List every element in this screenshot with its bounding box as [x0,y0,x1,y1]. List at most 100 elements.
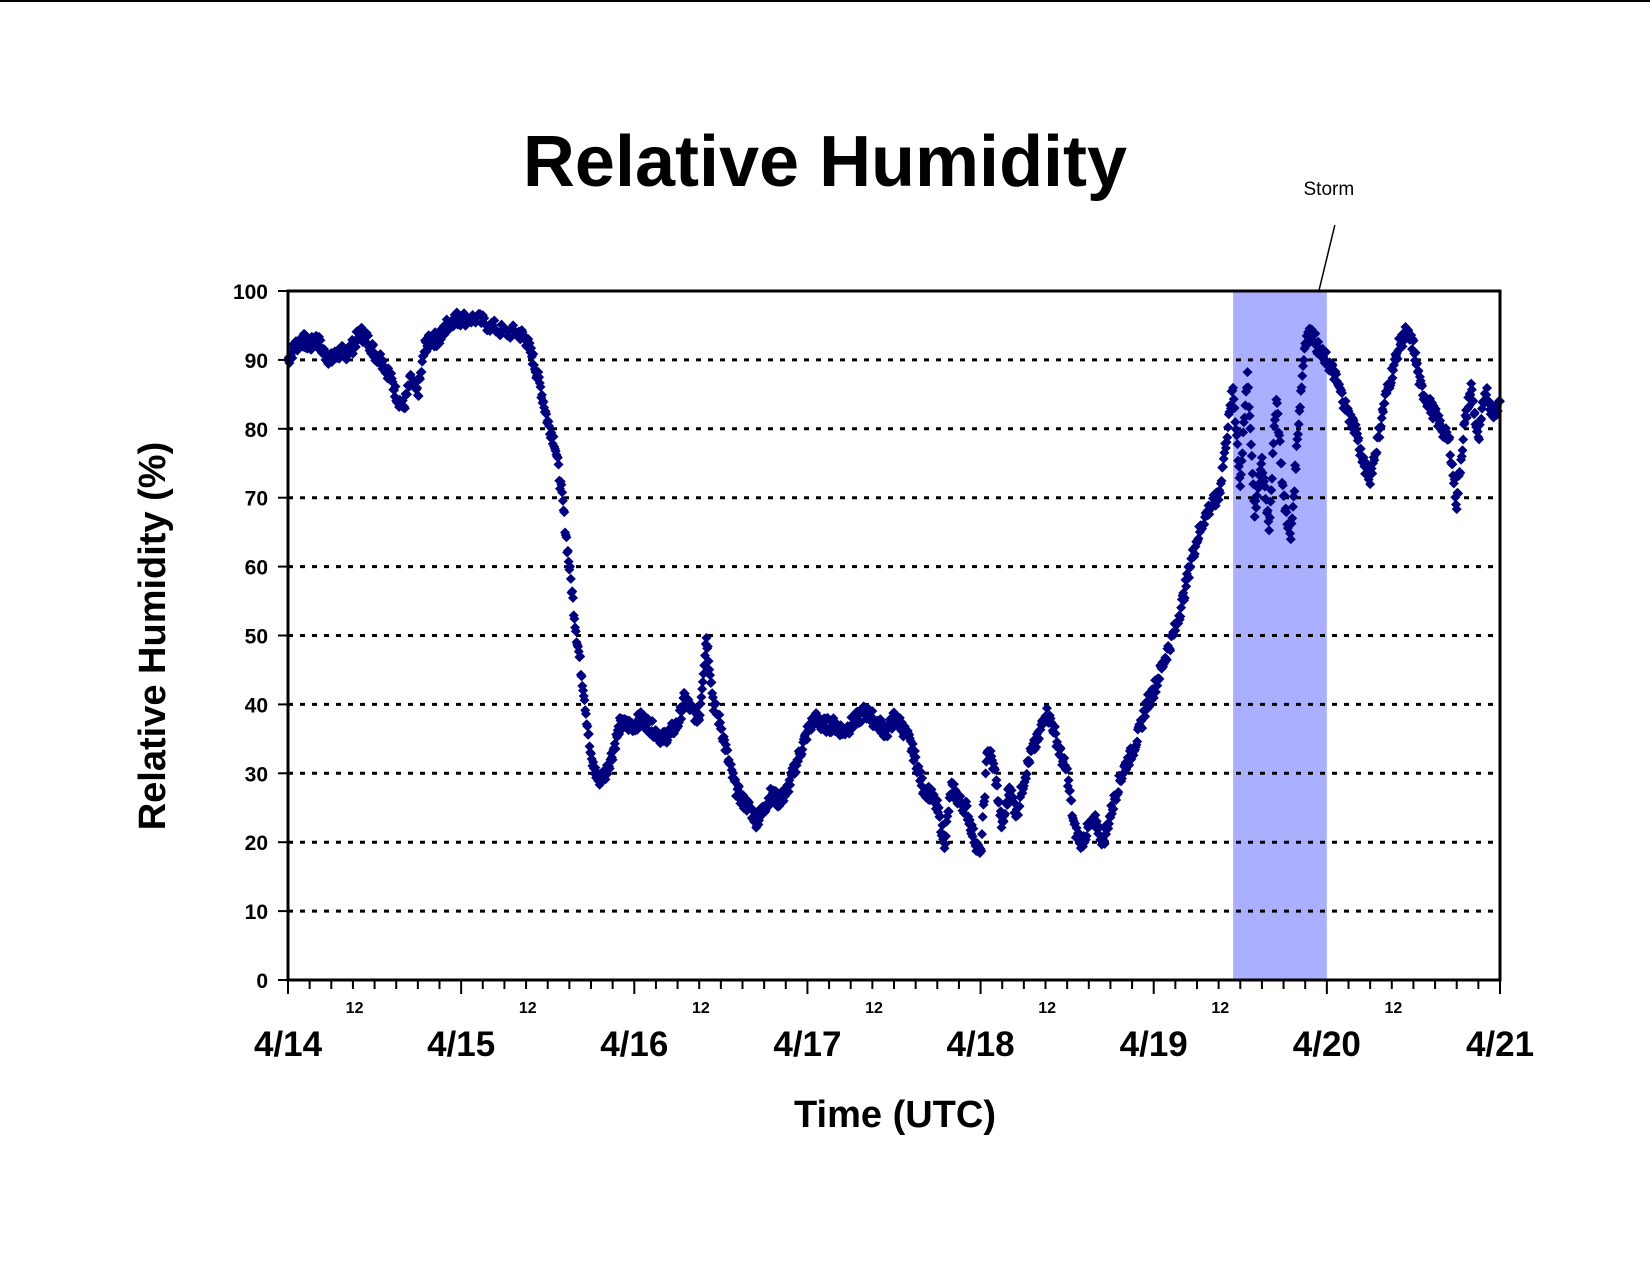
data-point [580,708,591,719]
data-point [399,403,410,414]
data-point [1066,795,1077,806]
data-point [961,800,972,811]
data-point [1313,336,1324,347]
data-point [1469,407,1480,418]
data-point [415,374,426,385]
data-point [710,698,721,709]
data-point [701,632,712,643]
data-point [413,390,424,401]
y-tick-label: 100 [233,281,268,304]
data-point [610,743,621,754]
data-point [1266,485,1277,496]
data-point [1220,443,1231,454]
x-day-label: 4/19 [1120,1025,1188,1064]
data-point [1272,398,1283,409]
data-point [1222,432,1233,443]
x-day-label: 4/14 [254,1025,323,1064]
data-point [1392,353,1403,364]
data-point [1256,458,1267,469]
data-point [1246,450,1257,461]
data-point [569,613,580,624]
data-point [1235,481,1246,492]
data-point [1154,673,1165,684]
data-point [882,731,893,742]
data-point [1457,445,1468,456]
data-point [1417,381,1428,392]
data-point [1374,432,1385,443]
data-point [1298,361,1309,372]
x-hour-label: 12 [346,1000,364,1017]
data-point [1213,494,1224,505]
data-point [703,656,714,667]
data-point [1476,413,1487,424]
data-point [1281,507,1292,518]
data-point [909,745,920,756]
y-tick-label: 90 [245,350,268,373]
data-point [536,389,547,400]
data-point [1267,473,1278,484]
data-point [1006,785,1017,796]
data-point [1355,443,1366,454]
data-point [990,764,1000,775]
data-point [716,723,727,734]
data-point [1050,728,1061,739]
storm-annotation: Storm [1304,179,1354,292]
data-point [1453,488,1464,499]
data-point [1185,561,1196,572]
y-tick-label: 10 [245,901,268,924]
data-point [556,479,567,490]
data-point [1350,419,1361,430]
data-point [1230,417,1241,428]
data-point [1353,433,1364,444]
data-point [1108,803,1119,814]
y-tick-label: 30 [245,763,268,786]
data-point [1466,384,1477,395]
data-point [1337,387,1348,398]
data-point [1189,549,1200,560]
data-point [992,780,1003,791]
gridlines [288,358,1500,913]
x-axis-ticks: 12 12 12 12 12 12 12 4/14 4/15 4/16 4/17 4/18 4/19 4/… [254,980,1534,1064]
data-point [917,773,928,784]
x-hour-label: 12 [1211,1000,1229,1017]
data-point [350,341,361,352]
data-point [696,692,707,703]
data-point [994,796,1005,807]
data-point [1298,355,1309,366]
data-point [1265,496,1276,507]
data-point [553,459,564,470]
data-point [1223,422,1234,433]
data-point [390,381,401,392]
chart-title: Relative Humidity [523,122,1127,202]
y-tick-label: 70 [245,488,268,511]
data-point [1466,378,1477,389]
data-point [1113,787,1124,798]
storm-annotation-leader [1318,224,1336,292]
data-point [797,744,808,755]
data-point [1321,347,1332,358]
data-point [567,592,578,603]
data-point [1277,480,1288,491]
x-hour-label: 12 [1385,1000,1403,1017]
data-point [548,431,559,442]
data-point [1228,382,1239,393]
x-day-label: 4/17 [773,1025,841,1064]
data-point [790,767,801,778]
data-point [1269,421,1280,432]
x-axis-label: Time (UTC) [794,1094,996,1136]
data-point [1367,468,1378,479]
data-point [1482,382,1493,393]
data-point [1013,810,1024,821]
data-point [1461,412,1472,423]
data-point [1387,373,1398,384]
data-point [1215,487,1226,498]
data-point [1458,434,1469,445]
x-day-label: 4/15 [427,1025,495,1064]
data-point [567,586,578,597]
data-point [570,626,581,637]
data-point [576,671,587,682]
data-point [979,792,990,803]
data-point [1272,408,1283,419]
data-point [801,734,812,745]
data-point [552,452,563,463]
